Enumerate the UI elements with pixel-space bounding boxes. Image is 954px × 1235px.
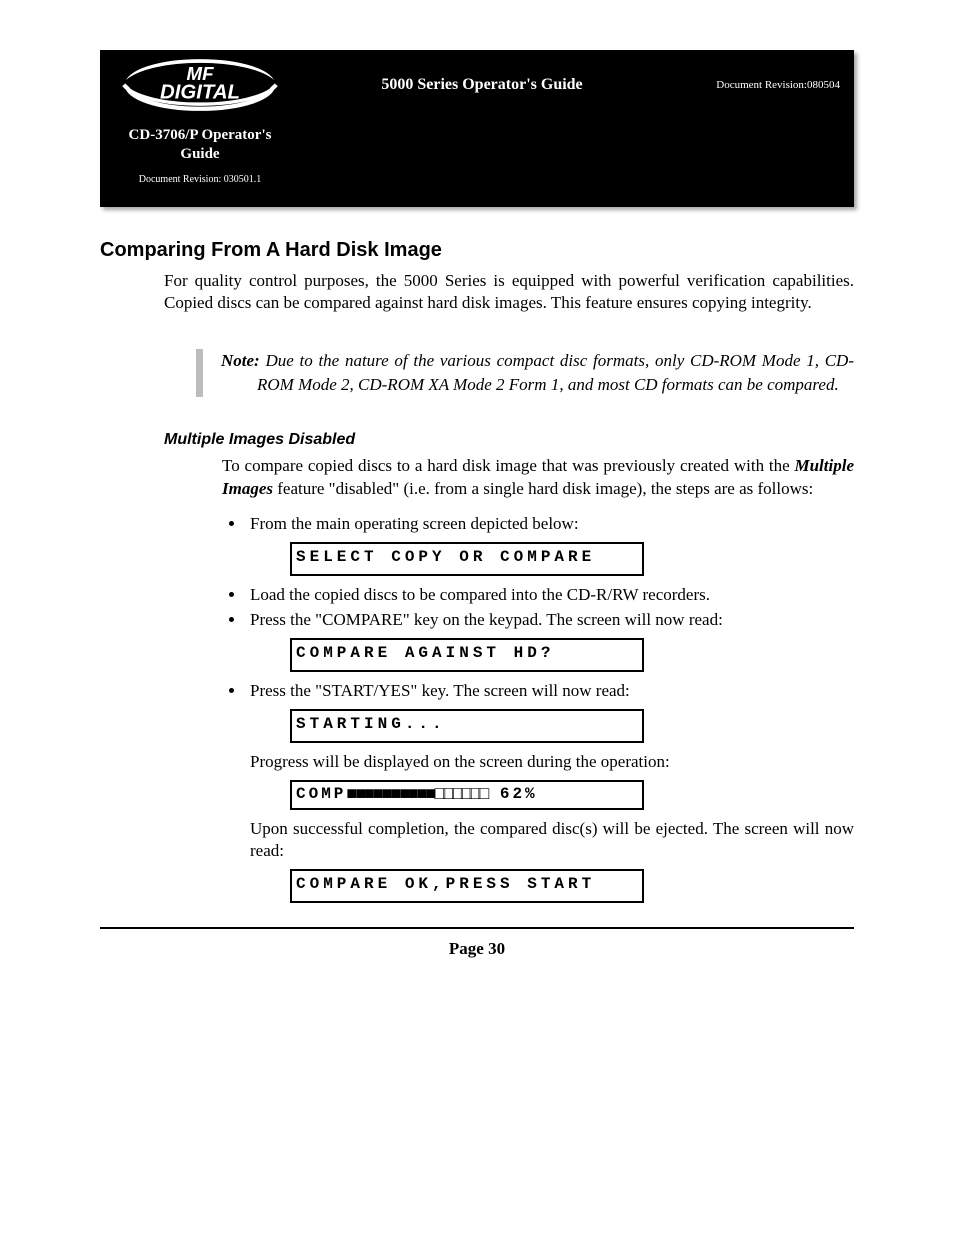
note-block: Note: Due to the nature of the various c… xyxy=(196,349,854,397)
step-3: Press the "COMPARE" key on the keypad. T… xyxy=(246,609,854,632)
sub-paragraph: To compare copied discs to a hard disk i… xyxy=(222,455,854,501)
left-doc-revision: Document Revision: 030501.1 xyxy=(100,174,300,185)
lcd-screen-2: COMPARE AGAINST HD? xyxy=(290,638,644,672)
lcd4-filled: ■■■■■■■■■■ xyxy=(346,785,434,805)
lcd4-pct: 62% xyxy=(487,785,537,803)
left-guide-line2: Guide xyxy=(180,146,219,162)
section-title: Comparing From A Hard Disk Image xyxy=(100,239,854,262)
header-top-row: MF DIGITAL 5000 Series Operator's Guide … xyxy=(100,50,854,120)
sub-para-post: feature "disabled" (i.e. from a single h… xyxy=(273,479,813,498)
lcd-screen-5: COMPARE OK,PRESS START xyxy=(290,869,644,903)
lcd4-label: COMP xyxy=(296,785,346,803)
lcd-screen-1: SELECT COPY OR COMPARE xyxy=(290,542,644,576)
step-4: Press the "START/YES" key. The screen wi… xyxy=(246,680,854,703)
page-header: MF DIGITAL 5000 Series Operator's Guide … xyxy=(100,50,854,207)
svg-text:DIGITAL: DIGITAL xyxy=(160,82,240,104)
sub-para-pre: To compare copied discs to a hard disk i… xyxy=(222,456,794,475)
doc-revision-top: Document Revision:080504 xyxy=(664,79,854,91)
steps-list-3: Press the "START/YES" key. The screen wi… xyxy=(246,680,854,703)
step-1: From the main operating screen depicted … xyxy=(246,513,854,536)
mf-digital-logo: MF DIGITAL xyxy=(100,50,300,120)
note-text: Note: Due to the nature of the various c… xyxy=(221,349,854,397)
logo-svg: MF DIGITAL xyxy=(115,54,285,116)
guide-title: 5000 Series Operator's Guide xyxy=(300,76,664,94)
page-number: Page 30 xyxy=(100,939,854,959)
header-left-block: CD-3706/P Operator's Guide Document Revi… xyxy=(100,120,300,207)
progress-text: Progress will be displayed on the screen… xyxy=(250,751,854,774)
sub-heading: Multiple Images Disabled xyxy=(164,431,854,449)
left-guide-title: CD-3706/P Operator's Guide xyxy=(100,120,300,164)
svg-text:MF: MF xyxy=(187,63,215,84)
lcd-screen-3: STARTING... xyxy=(290,709,644,743)
steps-list: From the main operating screen depicted … xyxy=(246,513,854,536)
lcd-screen-4: COMP■■■■■■■■■■□□□□□□ 62% xyxy=(290,780,644,810)
left-guide-line1: CD-3706/P Operator's xyxy=(129,127,272,143)
steps-list-2: Load the copied discs to be compared int… xyxy=(246,584,854,632)
note-label: Note: xyxy=(221,351,260,370)
intro-paragraph: For quality control purposes, the 5000 S… xyxy=(164,270,854,316)
step-2: Load the copied discs to be compared int… xyxy=(246,584,854,607)
note-body: Due to the nature of the various compact… xyxy=(257,351,854,394)
completion-text: Upon successful completion, the compared… xyxy=(250,818,854,864)
lcd4-empty: □□□□□□ xyxy=(434,785,487,805)
bottom-rule xyxy=(100,927,854,929)
